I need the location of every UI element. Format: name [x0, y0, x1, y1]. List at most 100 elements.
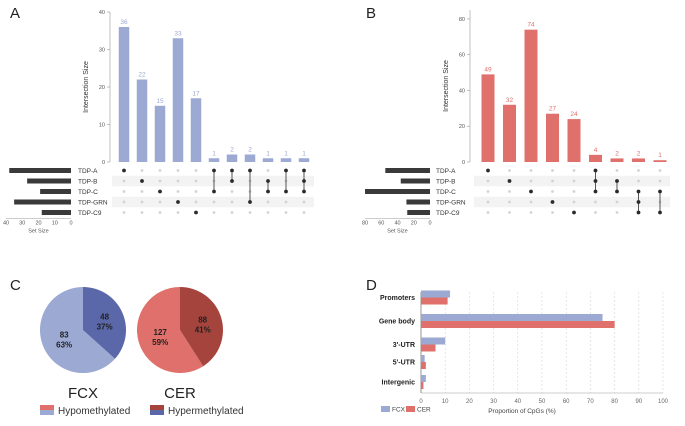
bar-value-label: 2 — [248, 147, 252, 154]
legend-swatch — [40, 405, 54, 410]
legend-swatch — [406, 406, 415, 412]
x-tick-label: 100 — [658, 399, 669, 405]
pie-value-label: 127 — [154, 328, 168, 337]
pie-percent-label: 41% — [195, 325, 211, 334]
set-size-tick: 80 — [362, 221, 368, 227]
set-size-bar — [407, 210, 430, 215]
x-tick-label: 50 — [539, 399, 546, 405]
matrix-dot-empty — [572, 169, 576, 172]
pie-title: FCX — [68, 385, 98, 402]
y-tick-label: 10 — [99, 123, 105, 129]
intersection-bar — [653, 160, 667, 162]
matrix-dot-empty — [529, 211, 533, 214]
bar-value-label: 24 — [570, 111, 578, 118]
matrix-dot-filled — [550, 200, 555, 204]
set-label: TDP-GRN — [436, 199, 466, 206]
matrix-dot-empty — [158, 200, 162, 204]
intersection-bar — [610, 158, 624, 162]
bar-value-label: 17 — [192, 90, 200, 97]
matrix-dot-filled — [194, 210, 198, 215]
category-label: 3'-UTR — [393, 342, 415, 349]
matrix-dot-empty — [572, 190, 576, 193]
legend-swatch — [150, 410, 164, 415]
matrix-dot-empty — [176, 211, 180, 214]
bar-value-label: 74 — [527, 22, 535, 29]
intersection-bar — [154, 105, 166, 162]
set-size-bar — [9, 168, 71, 173]
x-tick-label: 80 — [611, 399, 618, 405]
intersection-bar — [226, 154, 238, 162]
set-size-tick: 20 — [35, 221, 41, 227]
intersection-bar — [190, 98, 202, 162]
set-label: TDP-C9 — [436, 210, 460, 217]
x-tick-label: 20 — [466, 399, 473, 405]
matrix-dot-empty — [266, 211, 270, 214]
intersection-bar — [244, 154, 256, 162]
matrix-dot-empty — [615, 200, 619, 204]
series-bar — [421, 355, 425, 362]
matrix-dot-empty — [551, 179, 554, 183]
set-size-tick: 40 — [394, 221, 400, 227]
set-size-tick: 10 — [52, 221, 58, 227]
matrix-dot-empty — [194, 179, 198, 183]
matrix-dot-empty — [230, 200, 234, 204]
x-tick-label: 60 — [563, 399, 570, 405]
pie-value-label: 83 — [60, 330, 69, 339]
y-tick-label: 40 — [99, 10, 105, 16]
set-label: TDP-GRN — [78, 199, 108, 206]
matrix-dot-empty — [284, 200, 288, 204]
bar-value-label: 2 — [637, 150, 641, 157]
matrix-dot-empty — [302, 200, 306, 204]
matrix-dot-empty — [615, 211, 619, 214]
y-tick-label: 40 — [459, 88, 465, 94]
series-bar — [421, 314, 603, 321]
matrix-dot-empty — [486, 190, 490, 193]
set-size-bar — [41, 210, 71, 215]
matrix-dot-empty — [594, 211, 597, 214]
matrix-dot-empty — [248, 211, 252, 214]
matrix-dot-empty — [158, 211, 162, 214]
legend-swatch — [381, 406, 390, 412]
bar-value-label: 32 — [506, 97, 514, 104]
matrix-dot-filled — [176, 200, 180, 204]
matrix-dot-empty — [508, 169, 511, 172]
legend-label: Hypomethylated — [58, 406, 130, 417]
matrix-dot-empty — [212, 200, 216, 204]
matrix-dot-empty — [551, 190, 554, 193]
matrix-dot-empty — [176, 179, 180, 183]
intersection-bar — [208, 158, 220, 162]
set-size-bar — [406, 199, 430, 205]
matrix-dot-empty — [637, 169, 640, 172]
pie-percent-label: 63% — [56, 340, 72, 349]
set-label: TDP-C — [78, 189, 98, 196]
set-size-bar — [14, 199, 71, 205]
category-label: Promoters — [380, 295, 415, 302]
set-size-axis-title: Set Size — [28, 229, 48, 235]
series-bar — [421, 337, 446, 345]
bar-value-label: 1 — [658, 152, 662, 159]
matrix-dot-filled — [158, 189, 162, 194]
set-size-axis-title: Set Size — [387, 229, 407, 235]
set-size-tick: 30 — [19, 221, 25, 227]
bar-value-label: 49 — [484, 66, 492, 73]
pie-title: CER — [164, 385, 196, 402]
matrix-dot-empty — [230, 211, 234, 214]
intersection-bar — [503, 104, 516, 162]
pie-percent-label: 59% — [152, 338, 168, 347]
matrix-dot-empty — [176, 169, 180, 172]
intersection-bar — [280, 158, 292, 162]
upset-chart-b: 0 20 40 60 80 Intersection Size 49 32 74 27 24 4 2 2 1… — [362, 10, 670, 235]
bar-value-label: 22 — [138, 72, 146, 79]
bar-value-label: 1 — [266, 150, 270, 157]
set-size-tick: 60 — [378, 221, 384, 227]
matrix-dot-empty — [508, 211, 511, 214]
matrix-dot-empty — [658, 179, 662, 183]
pie-slice — [83, 287, 127, 359]
matrix-dot-empty — [594, 200, 597, 204]
y-tick-label: 20 — [459, 124, 465, 130]
bar-value-label: 1 — [212, 150, 216, 157]
matrix-dot-empty — [486, 211, 490, 214]
y-tick-label: 20 — [99, 85, 105, 91]
x-tick-label: 70 — [587, 399, 594, 405]
